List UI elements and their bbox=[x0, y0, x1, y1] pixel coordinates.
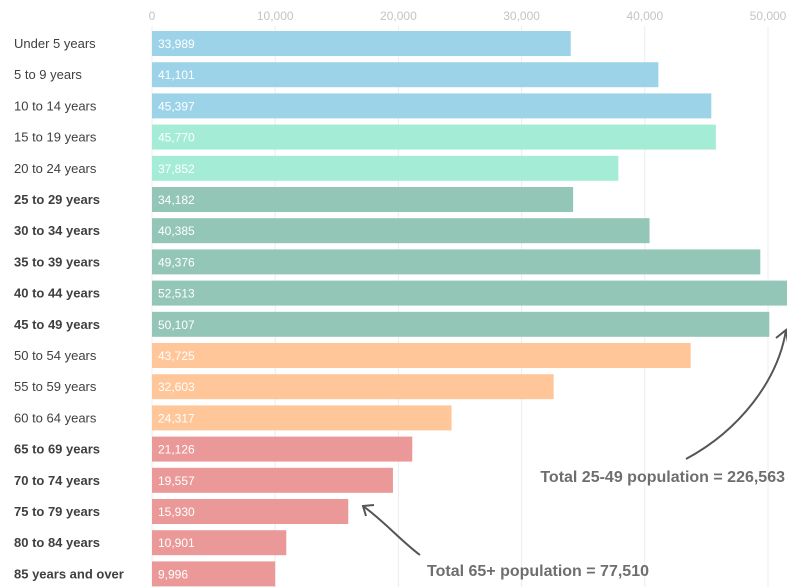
value-label: 21,126 bbox=[158, 443, 195, 457]
annotations: Total 25-49 population = 226,563 Total 6… bbox=[361, 328, 787, 580]
value-label: 41,101 bbox=[158, 68, 195, 82]
value-label: 37,852 bbox=[158, 162, 195, 176]
bar bbox=[152, 187, 574, 212]
value-label: 10,901 bbox=[158, 536, 195, 550]
bar bbox=[152, 499, 349, 524]
bar bbox=[152, 124, 716, 150]
bar bbox=[152, 436, 413, 462]
annotation-arrowhead-25-49 bbox=[775, 328, 787, 344]
value-labels: 33,989 41,101 45,397 45,770 37,852 34,182 40,3… bbox=[158, 37, 195, 581]
category-label: 55 to 59 years bbox=[14, 379, 97, 394]
category-label: 50 to 54 years bbox=[14, 348, 97, 363]
bar bbox=[152, 467, 393, 493]
x-tick-label: 40,000 bbox=[626, 9, 663, 23]
value-label: 45,397 bbox=[158, 99, 195, 113]
annotation-total-25-49: Total 25-49 population = 226,563 bbox=[540, 469, 785, 486]
bar bbox=[152, 374, 554, 400]
category-label: 25 to 29 years bbox=[14, 192, 100, 207]
value-label: 43,725 bbox=[158, 349, 195, 363]
bar bbox=[152, 155, 619, 181]
value-label: 24,317 bbox=[158, 411, 195, 425]
x-tick-label: 30,000 bbox=[503, 9, 540, 23]
annotation-arrow-25-49 bbox=[685, 329, 787, 460]
annotation-arrowhead-65-plus bbox=[361, 504, 375, 517]
bar bbox=[152, 530, 287, 556]
category-label: 65 to 69 years bbox=[14, 442, 100, 457]
category-label: 70 to 74 years bbox=[14, 473, 100, 488]
x-tick-label: 0 bbox=[149, 9, 156, 23]
value-label: 34,182 bbox=[158, 193, 195, 207]
category-label: 15 to 19 years bbox=[14, 130, 97, 145]
category-label: 80 to 84 years bbox=[14, 535, 100, 550]
bars bbox=[152, 31, 787, 587]
category-label: 60 to 64 years bbox=[14, 410, 97, 425]
value-label: 49,376 bbox=[158, 255, 195, 269]
bar bbox=[152, 62, 659, 88]
value-label: 40,385 bbox=[158, 224, 195, 238]
bar bbox=[152, 31, 571, 56]
category-label: 75 to 79 years bbox=[14, 504, 100, 519]
bar bbox=[152, 311, 770, 337]
bar bbox=[152, 280, 787, 306]
category-label: 5 to 9 years bbox=[14, 67, 82, 82]
category-labels: Under 5 years 5 to 9 years 10 to 14 years 1… bbox=[14, 36, 124, 581]
annotation-total-65-plus: Total 65+ population = 77,510 bbox=[427, 563, 649, 580]
category-label: 10 to 14 years bbox=[14, 98, 97, 113]
value-label: 33,989 bbox=[158, 37, 195, 51]
annotation-arrow-65-plus bbox=[362, 505, 421, 556]
value-label: 19,557 bbox=[158, 474, 195, 488]
value-label: 9,996 bbox=[158, 567, 188, 581]
value-label: 52,513 bbox=[158, 287, 195, 301]
x-tick-label: 50,000 bbox=[750, 9, 787, 23]
category-label: 35 to 39 years bbox=[14, 254, 100, 269]
bar bbox=[152, 249, 761, 275]
category-label: Under 5 years bbox=[14, 36, 96, 51]
x-axis-ticks: 0 10,000 20,000 30,000 40,000 50,000 bbox=[149, 9, 787, 23]
bar bbox=[152, 561, 276, 587]
value-label: 15,930 bbox=[158, 505, 195, 519]
value-label: 50,107 bbox=[158, 318, 195, 332]
bar bbox=[152, 218, 650, 244]
value-label: 32,603 bbox=[158, 380, 195, 394]
gridlines bbox=[151, 26, 769, 587]
bar bbox=[152, 93, 712, 119]
x-tick-label: 10,000 bbox=[257, 9, 294, 23]
bar bbox=[152, 343, 691, 368]
category-label: 30 to 34 years bbox=[14, 223, 100, 238]
category-label: 45 to 49 years bbox=[14, 317, 100, 332]
category-label: 20 to 24 years bbox=[14, 161, 97, 176]
category-label: 85 years and over bbox=[14, 566, 124, 581]
x-tick-label: 20,000 bbox=[380, 9, 417, 23]
value-label: 45,770 bbox=[158, 131, 195, 145]
bar bbox=[152, 405, 452, 431]
category-label: 40 to 44 years bbox=[14, 286, 100, 301]
